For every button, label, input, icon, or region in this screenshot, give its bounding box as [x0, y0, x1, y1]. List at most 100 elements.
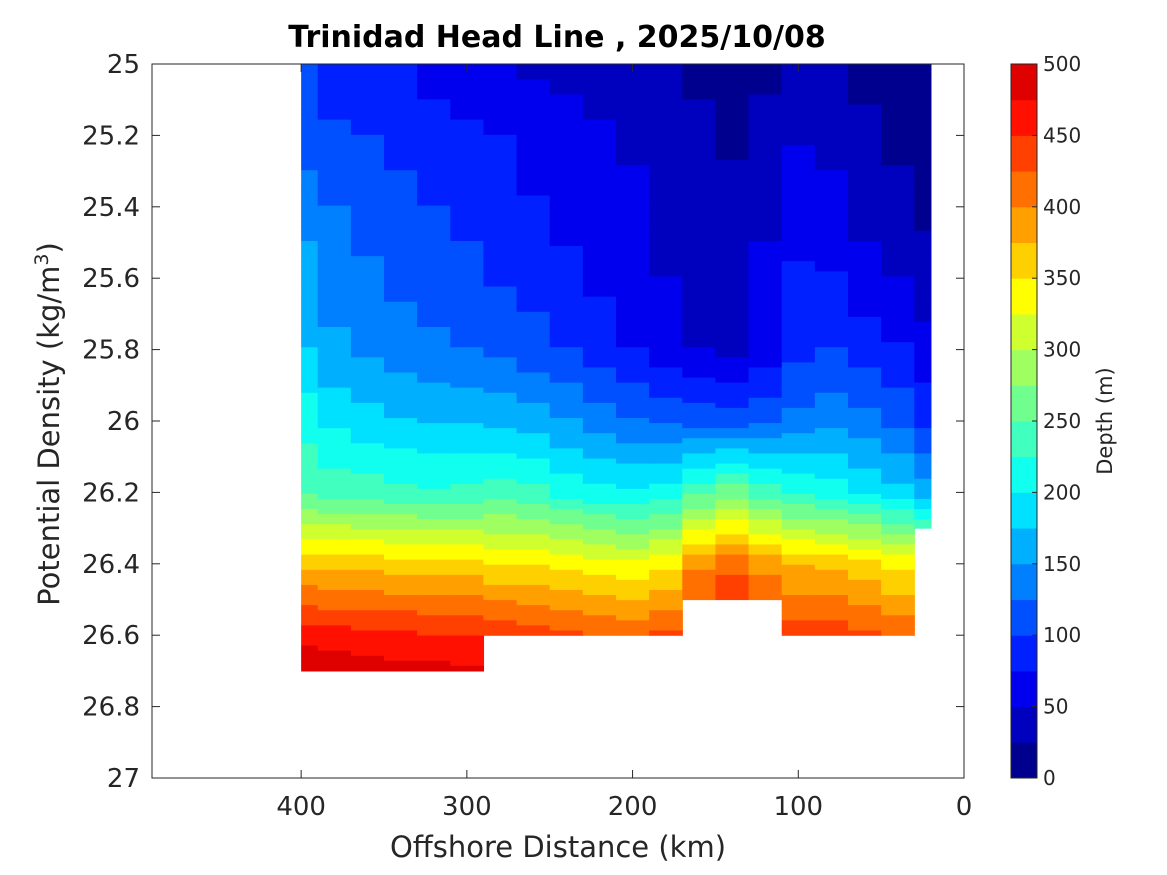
contour-cell	[301, 443, 319, 449]
contour-cell	[450, 514, 485, 520]
contour-cell	[450, 483, 485, 490]
contour-cell	[748, 99, 783, 106]
contour-cell	[649, 483, 683, 490]
contour-cell	[516, 190, 551, 197]
contour-cell	[384, 392, 418, 399]
contour-cell	[384, 539, 418, 546]
contour-cell	[914, 89, 932, 95]
contour-cell	[682, 210, 717, 217]
contour-cell	[848, 215, 882, 222]
contour-cell	[450, 185, 485, 192]
contour-cell	[814, 256, 849, 262]
contour-cell	[516, 412, 551, 419]
contour-cell	[881, 498, 915, 505]
contour-cell	[516, 326, 551, 333]
contour-cell	[616, 286, 650, 293]
contour-cell	[682, 256, 717, 262]
contour-cell	[649, 99, 683, 106]
contour-cell	[317, 256, 352, 262]
contour-cell	[450, 316, 485, 323]
contour-cell	[483, 362, 518, 369]
contour-cell	[715, 89, 750, 95]
contour-cell	[881, 170, 915, 176]
contour-cell	[384, 326, 418, 333]
contour-cell	[384, 635, 418, 642]
contour-cell	[301, 316, 319, 323]
contour-cell	[814, 225, 849, 232]
contour-cell	[814, 498, 849, 505]
contour-cell	[748, 428, 783, 434]
contour-cell	[317, 246, 352, 252]
contour-cell	[881, 139, 915, 146]
contour-cell	[748, 564, 783, 571]
contour-cell	[649, 493, 683, 500]
contour-cell	[848, 367, 882, 374]
contour-cell	[483, 271, 518, 278]
contour-cell	[582, 241, 617, 247]
contour-cell	[715, 387, 750, 394]
contour-cell	[417, 509, 451, 515]
contour-cell	[781, 377, 816, 384]
contour-cell	[715, 493, 750, 500]
contour-cell	[781, 139, 816, 146]
contour-cell	[516, 600, 551, 606]
contour-cell	[450, 630, 485, 637]
contour-cell	[549, 256, 584, 262]
contour-cell	[881, 291, 915, 298]
contour-cell	[301, 230, 319, 237]
contour-cell	[682, 119, 717, 126]
contour-cell	[301, 387, 319, 394]
contour-cell	[715, 509, 750, 515]
contour-cell	[881, 155, 915, 161]
contour-cell	[483, 99, 518, 106]
contour-cell	[582, 185, 617, 192]
contour-cell	[450, 392, 485, 399]
contour-cell	[549, 311, 584, 318]
contour-cell	[715, 433, 750, 439]
contour-cell	[616, 534, 650, 541]
contour-cell	[350, 74, 385, 80]
contour-cell	[350, 235, 385, 242]
contour-cell	[350, 660, 385, 667]
contour-cell	[848, 498, 882, 505]
contour-cell	[781, 362, 816, 369]
contour-cell	[748, 306, 783, 313]
contour-cell	[384, 74, 418, 80]
contour-cell	[516, 574, 551, 581]
contour-cell	[483, 74, 518, 80]
contour-cell	[682, 225, 717, 232]
contour-cell	[682, 392, 717, 399]
contour-cell	[450, 301, 485, 308]
contour-cell	[483, 342, 518, 348]
contour-cell	[848, 291, 882, 298]
contour-cell	[417, 655, 451, 662]
contour-cell	[417, 407, 451, 414]
contour-cell	[417, 129, 451, 136]
contour-cell	[616, 549, 650, 556]
contour-cell	[781, 337, 816, 343]
contour-cell	[682, 69, 717, 75]
contour-cell	[848, 625, 882, 632]
contour-cell	[649, 433, 683, 439]
contour-cell	[881, 468, 915, 475]
contour-cell	[384, 79, 418, 85]
contour-cell	[317, 134, 352, 141]
contour-cell	[516, 134, 551, 141]
contour-cell	[848, 610, 882, 616]
y-tick-label: 26.4	[82, 550, 140, 580]
contour-cell	[881, 241, 915, 247]
contour-cell	[616, 610, 650, 616]
contour-cell	[384, 610, 418, 616]
contour-cell	[781, 165, 816, 171]
contour-cell	[384, 564, 418, 571]
contour-cell	[317, 407, 352, 414]
contour-cell	[483, 129, 518, 136]
contour-cell	[848, 478, 882, 485]
contour-cell	[814, 625, 849, 632]
contour-cell	[715, 595, 750, 601]
contour-cell	[549, 498, 584, 505]
contour-cell	[848, 149, 882, 156]
contour-cell	[781, 504, 816, 510]
contour-cell	[417, 418, 451, 424]
contour-cell	[814, 180, 849, 186]
